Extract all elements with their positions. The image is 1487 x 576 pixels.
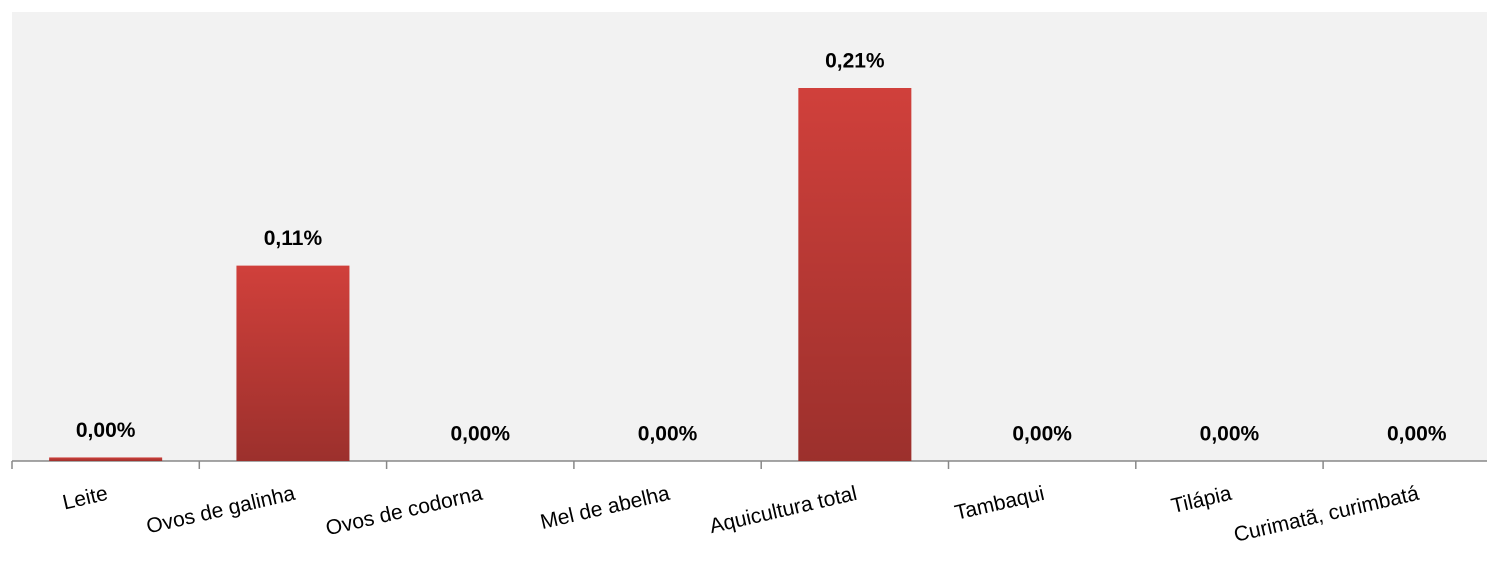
- data-label: 0,21%: [825, 50, 885, 73]
- data-label: 0,00%: [450, 423, 510, 446]
- x-tick-label: Ovos de galinha: [144, 482, 297, 539]
- data-label: 0,00%: [76, 419, 136, 442]
- data-label: 0,11%: [264, 227, 323, 250]
- x-tick-label: Curimatã, curimbatá: [1232, 482, 1422, 547]
- bar-shade: [798, 88, 912, 461]
- x-tick-label: Tilápia: [1169, 482, 1234, 518]
- x-tick-label: Mel de abelha: [538, 482, 672, 534]
- x-tick-label: Aquicultura total: [707, 482, 859, 538]
- x-tick-label: Tambaqui: [953, 482, 1047, 525]
- data-label: 0,00%: [1387, 423, 1447, 446]
- data-label: 0,00%: [638, 423, 698, 446]
- data-label: 0,00%: [1012, 423, 1072, 446]
- bar-shade: [236, 265, 350, 461]
- plot-area: [12, 12, 1487, 461]
- x-tick-label: Ovos de codorna: [324, 482, 485, 540]
- bar-shade: [49, 457, 163, 461]
- x-tick-label: Leite: [60, 482, 110, 515]
- data-label: 0,00%: [1200, 423, 1260, 446]
